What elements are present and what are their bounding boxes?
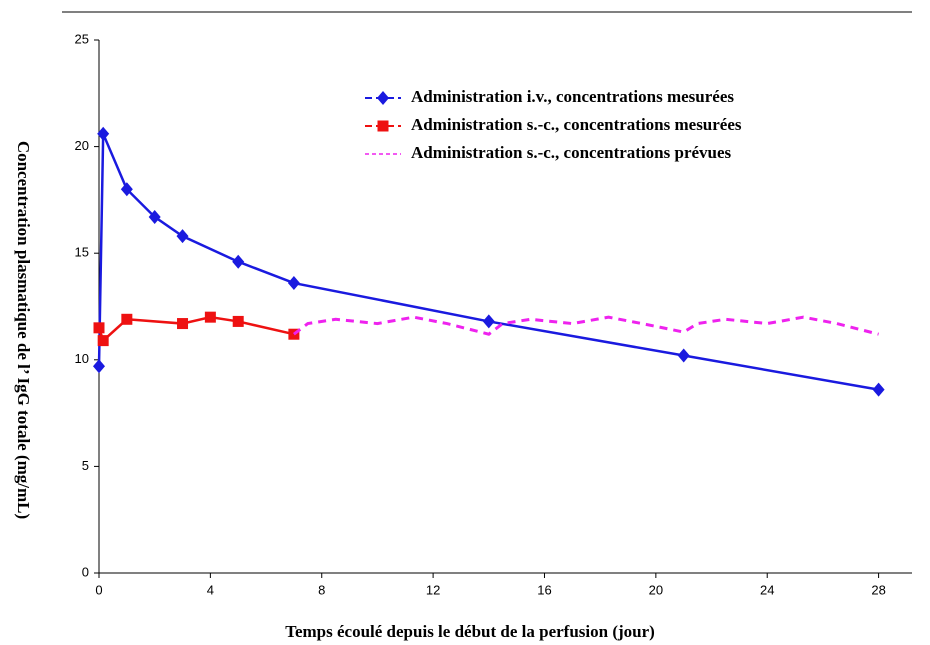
data-point: [93, 359, 105, 374]
data-point: [872, 382, 885, 397]
x-tick-label: 8: [318, 582, 325, 597]
x-tick-label: 4: [207, 582, 214, 597]
x-tick-label: 24: [760, 582, 774, 597]
data-point: [176, 229, 189, 244]
x-axis-label: Temps écoulé depuis le début de la perfu…: [285, 622, 655, 641]
data-point: [97, 126, 110, 141]
data-point: [120, 182, 133, 197]
y-tick-label: 15: [75, 245, 89, 260]
legend-marker: [377, 120, 389, 132]
series-line: [97, 133, 879, 391]
data-point: [232, 315, 244, 327]
x-tick-label: 0: [95, 582, 102, 597]
legend-label: Administration s.-c., concentrations pré…: [411, 143, 732, 162]
data-point: [482, 314, 495, 329]
x-tick-label: 12: [426, 582, 440, 597]
data-point: [287, 276, 300, 291]
legend-label: Administration s.-c., concentrations mes…: [411, 115, 742, 134]
y-axis-label: Concentration plasmatique de l’ IgG tota…: [14, 141, 33, 519]
y-tick-label: 0: [82, 564, 89, 579]
y-tick-label: 10: [75, 351, 89, 366]
data-point: [93, 322, 105, 334]
x-tick-label: 28: [871, 582, 885, 597]
data-point: [148, 209, 161, 224]
dashed-line: [292, 315, 879, 336]
y-tick-label: 25: [75, 31, 89, 46]
y-tick-label: 5: [82, 458, 89, 473]
data-point: [121, 313, 133, 325]
data-point: [232, 254, 245, 269]
y-tick-label: 20: [75, 138, 89, 153]
legend-marker: [377, 91, 389, 105]
x-tick-label: 16: [537, 582, 551, 597]
data-point: [204, 311, 216, 323]
legend-label: Administration i.v., concentrations mesu…: [411, 87, 734, 106]
data-point: [177, 318, 189, 330]
data-point: [677, 348, 690, 363]
x-tick-label: 20: [649, 582, 663, 597]
data-point: [97, 335, 109, 347]
